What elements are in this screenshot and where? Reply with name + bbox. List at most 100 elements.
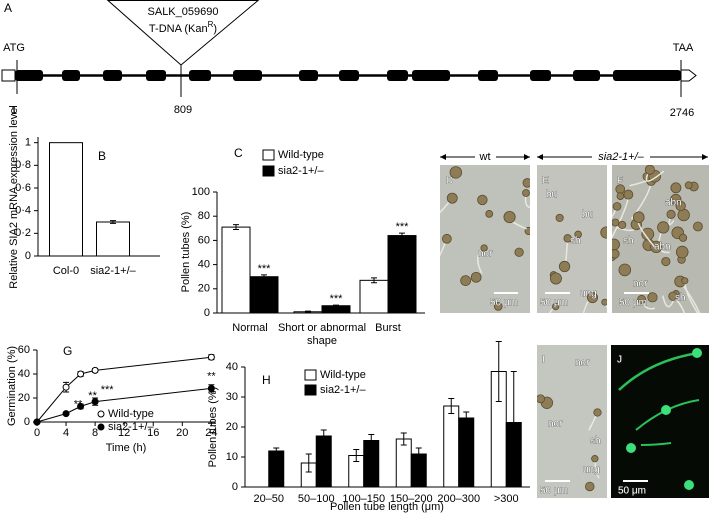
pollen-grain [637, 294, 647, 304]
exon [387, 70, 408, 81]
fluorescent-spot [626, 443, 636, 453]
legend-marker [97, 423, 105, 431]
pollen-grain [549, 272, 562, 285]
pollen-grain [600, 226, 607, 239]
exon [478, 70, 498, 81]
y-tick-label: 0·4 [15, 205, 31, 217]
x-tick-label: 200–300 [437, 493, 480, 505]
exon [103, 70, 122, 81]
micrograph-letter: I [542, 355, 545, 366]
legend-label: sia2-1+/– [278, 165, 324, 177]
x-tick-label: 20 [176, 427, 188, 439]
y-tick-label: 20 [198, 283, 210, 295]
micrograph: J 50 μm [611, 345, 709, 498]
pollen-grain [460, 275, 471, 286]
legend-label: Wild-type [278, 149, 324, 161]
pollen-grain [470, 271, 482, 283]
point [91, 366, 99, 374]
y-tick-label: 0·8 [15, 159, 31, 171]
utr-start [1, 69, 16, 82]
micrograph-label: sh [590, 436, 601, 447]
x-tick-label: 150–200 [390, 493, 433, 505]
micrograph-letter: D [446, 176, 453, 187]
arrow-head [440, 154, 446, 160]
significance: *** [101, 384, 115, 396]
panel-letter: H [262, 373, 271, 387]
point [77, 402, 85, 410]
pollen-grain [585, 481, 595, 492]
pollen-grain [612, 218, 620, 227]
insertion-type-end: ) [213, 23, 217, 35]
pollen-grain [657, 221, 670, 234]
error-bar [368, 434, 375, 447]
point [33, 418, 41, 426]
micrograph-content [612, 165, 709, 313]
pollen-grain [537, 394, 546, 404]
y-tick-label: 0 [25, 250, 31, 262]
bar [458, 417, 475, 488]
error-bar [415, 447, 422, 461]
micrograph-label: sh [623, 236, 634, 247]
insertion-type-text: T-DNA (Kan [149, 23, 208, 35]
micrograph-label: sh [570, 236, 581, 247]
exon [146, 70, 166, 81]
micrograph-header: wt [479, 151, 491, 163]
micrograph-label: bu [582, 210, 593, 221]
fluorescent-spot [692, 348, 702, 358]
micrograph-content [537, 345, 607, 498]
pollen-grain [593, 408, 602, 417]
y-axis-label: Pollen tubes (%) [207, 387, 219, 468]
pollen-grain [493, 301, 503, 311]
y-tick-label: 40 [198, 259, 210, 271]
pollen-grain [647, 292, 658, 303]
significance: ** [207, 371, 216, 383]
pollen-grain [612, 238, 620, 251]
error-bar [448, 398, 455, 414]
micrograph-content [440, 165, 530, 313]
legend-swatch [304, 384, 317, 396]
error-bar [273, 447, 280, 455]
pollen-grain [477, 194, 488, 206]
micrograph-image [537, 165, 607, 313]
y-tick-label: 20 [226, 421, 238, 433]
arrow-head [702, 154, 708, 160]
fluorescent-spot [661, 405, 671, 415]
start-codon: ATG [3, 42, 25, 54]
y-tick-label: 0 [232, 481, 238, 493]
axis [244, 367, 530, 488]
legend-swatch [262, 165, 275, 177]
error-bar [333, 304, 339, 307]
pollen-grain [666, 209, 676, 219]
pollen-grain [675, 245, 689, 259]
micrograph-label: ung [580, 289, 597, 300]
insertion-position: 809 [174, 104, 192, 116]
pollen-grain [684, 181, 693, 190]
x-tick-label: 4 [63, 427, 69, 439]
x-tick-label: 12 [118, 427, 130, 439]
significance: ** [88, 390, 97, 402]
error-bar [320, 429, 327, 443]
micrograph-label: nor [478, 249, 493, 260]
pollen-grain [555, 213, 564, 222]
error-bar [495, 341, 502, 402]
micrograph-label: sh [675, 293, 686, 304]
y-tick-label: 60 [198, 234, 210, 246]
exon [339, 70, 359, 81]
point [62, 410, 70, 418]
error-bar [110, 220, 116, 224]
exon [412, 70, 450, 81]
x-tick-label: Burst [375, 322, 401, 334]
bar [221, 226, 251, 314]
micrograph-label: ung [583, 465, 600, 476]
scale-label: 50 μm [618, 486, 646, 497]
error-bar [261, 274, 267, 280]
x-tick-label: Col-0 [53, 265, 79, 277]
pollen-grain [641, 227, 655, 241]
bar [96, 221, 130, 257]
micrograph-content [537, 165, 607, 313]
micrograph-letter: E [542, 176, 549, 187]
